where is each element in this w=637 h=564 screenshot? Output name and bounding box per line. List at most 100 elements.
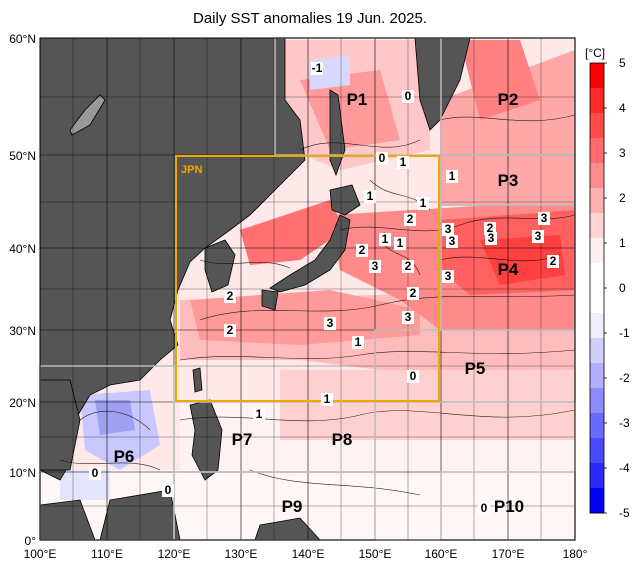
colorbar-ticks: 5 4 3 2 1 0 -1 -2 -3 -4 -5	[604, 56, 630, 520]
contour-label-bg	[407, 287, 419, 300]
contour-label-bg	[162, 484, 174, 497]
contour-label: 1	[367, 189, 374, 203]
contour-label: 1	[324, 392, 331, 406]
colorbar-segment	[590, 363, 604, 389]
colorbar-tick-label: 1	[619, 236, 626, 250]
contour-label-bg	[321, 393, 333, 406]
contour-label-bg	[324, 317, 336, 330]
contour-label: 3	[405, 310, 412, 324]
colorbar-segment	[590, 263, 604, 289]
colorbar-segment	[590, 388, 604, 414]
region-label: P5	[465, 359, 486, 378]
colorbar-segment	[590, 438, 604, 464]
lat-label: 20°N	[9, 396, 36, 410]
contour-label: 3	[449, 234, 456, 248]
contour-label-bg	[379, 233, 391, 246]
region-label: P3	[498, 171, 519, 190]
region-labels: P1 P2 P3 P4 P5 P6 P7 P8 P9 P10	[114, 90, 525, 516]
contour-label-bg	[446, 235, 458, 248]
contour-label: 2	[227, 289, 234, 303]
contour-label-bg	[311, 62, 323, 75]
colorbar-segment	[590, 63, 604, 89]
colorbar-segment	[590, 338, 604, 364]
contour-label-bg	[224, 290, 236, 303]
contour-label-bg	[253, 408, 265, 421]
map-title: Daily SST anomalies 19 Jun. 2025.	[192, 10, 428, 27]
map-frame	[39, 37, 576, 541]
colorbar-tick-label: -2	[619, 371, 630, 385]
region-label: P7	[232, 430, 253, 449]
contour-label: 3	[327, 316, 334, 330]
colorbar-segment	[590, 488, 604, 514]
contour-label: 0	[410, 369, 417, 383]
lat-label: 0°	[25, 534, 37, 548]
contour-label-bg	[402, 90, 414, 103]
colorbar-tick-label: 0	[619, 281, 626, 295]
contour-label: 0	[481, 501, 488, 515]
contour-label-bg	[407, 370, 419, 383]
contour-label: 1	[355, 335, 362, 349]
contour-label-bg	[402, 311, 414, 324]
contour-label-bg	[547, 255, 559, 268]
region-label: P4	[498, 260, 519, 279]
contour-label: -1	[312, 61, 323, 75]
longitude-labels: 100°E 110°E 120°E 130°E 140°E 150°E 160°E 170°E…	[24, 547, 588, 561]
region-label: P10	[494, 497, 524, 516]
lon-label: 180°	[563, 547, 588, 561]
colorbar-segment	[590, 113, 604, 139]
lat-label: 50°N	[9, 149, 36, 163]
land	[40, 38, 471, 540]
latitude-labels: 60°N 50°N 40°N 30°N 20°N 10°N 0°	[9, 32, 36, 548]
contour-label: 0	[405, 89, 412, 103]
lon-label: 150°E	[359, 547, 392, 561]
colorbar-tick-label: -4	[619, 461, 630, 475]
contour-label-bg	[404, 213, 416, 226]
contour-label-bg	[89, 467, 101, 480]
contour-label-bg	[224, 324, 236, 337]
contours	[59, 114, 575, 496]
lat-label: 40°N	[9, 242, 36, 256]
contour-label-bg	[532, 230, 544, 243]
contour-label: 0	[165, 483, 172, 497]
colorbar-tick-label: -3	[619, 416, 630, 430]
jpn-box	[175, 155, 440, 402]
contour-label: 1	[400, 155, 407, 169]
colorbar-segment	[590, 213, 604, 239]
colorbar-segment	[590, 463, 604, 489]
colorbar-tick-label: 2	[619, 191, 626, 205]
region-label: P8	[332, 430, 353, 449]
contour-label: 3	[488, 231, 495, 245]
contour-label-bg	[442, 223, 454, 236]
colorbar-segment	[590, 313, 604, 339]
contour-label: 2	[405, 259, 412, 273]
colorbar-segment	[590, 138, 604, 164]
contour-label: 3	[541, 211, 548, 225]
region-label: P9	[282, 497, 303, 516]
contour-label: 3	[535, 229, 542, 243]
contour-label-bg	[538, 212, 550, 225]
lon-label: 140°E	[292, 547, 325, 561]
contour-label: 2	[227, 323, 234, 337]
colorbar-unit: [°C]	[585, 46, 605, 60]
contour-label: 1	[382, 232, 389, 246]
lon-label: 110°E	[91, 547, 123, 561]
colorbar-tick-label: 4	[619, 101, 626, 115]
colorbar-segment	[590, 163, 604, 189]
contour-label: 3	[372, 259, 379, 273]
contour-label-bg	[442, 270, 454, 283]
contour-label-bg	[402, 260, 414, 273]
colorbar-segment	[590, 188, 604, 214]
contour-label: 3	[445, 222, 452, 236]
colorbar-segment	[590, 413, 604, 439]
colorbar-tick-label: -5	[619, 506, 630, 520]
contour-label: 2	[487, 221, 494, 235]
lon-label: 130°E	[225, 547, 258, 561]
contour-label: 2	[410, 286, 417, 300]
contour-label: 1	[256, 407, 263, 421]
contour-label-bg	[478, 502, 490, 515]
contour-label-bg	[485, 232, 497, 245]
contour-label-bg	[417, 197, 429, 210]
lat-label: 60°N	[9, 32, 36, 46]
contour-label-bg	[352, 336, 364, 349]
contour-label: 2	[407, 212, 414, 226]
